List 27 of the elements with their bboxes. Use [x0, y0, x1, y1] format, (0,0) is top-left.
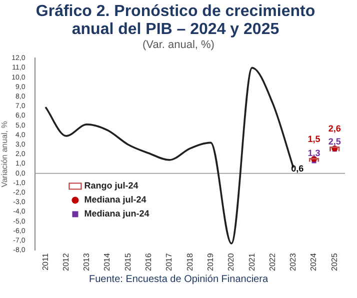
x-tick-label: 2025 — [330, 252, 339, 271]
x-tick-label: 2020 — [226, 252, 236, 271]
legend-label: Rango jul-24 — [84, 180, 138, 191]
x-tick-label: 2023 — [288, 252, 298, 271]
x-tick-label: 2013 — [82, 252, 92, 271]
x-tick-label: 2011 — [40, 252, 50, 270]
x-tick-label: 2014 — [102, 252, 112, 271]
data-label: 1,5 — [308, 134, 320, 144]
x-tick-label: 2017 — [164, 252, 174, 271]
x-tick-label: 2016 — [144, 252, 154, 271]
x-tick-label: 2024 — [309, 252, 318, 271]
x-tick-label: 2015 — [123, 252, 132, 271]
chart-subtitle: (Var. anual, %) — [142, 39, 216, 52]
legend-label: Mediana jun-24 — [84, 208, 150, 219]
x-tick-label: 2012 — [61, 252, 70, 271]
legend-label: Mediana jul-24 — [84, 194, 146, 205]
x-tick-label: 2022 — [268, 252, 277, 271]
data-label: 2,6 — [328, 123, 341, 134]
x-tick-label: 2019 — [206, 252, 215, 271]
source-note: Fuente: Encuesta de Opinión Financiera — [88, 274, 269, 286]
data-label: 1,3 — [308, 148, 320, 158]
x-tick-label: 2018 — [185, 252, 194, 271]
y-axis-title: Variación anual, % — [0, 121, 10, 188]
chart-title: Gráfico 2. Pronóstico de crecimiento anual del PIB – 2024 y 2025 — [34, 3, 316, 39]
x-tick-label: 2021 — [247, 252, 256, 271]
data-label: 2,5 — [328, 136, 341, 146]
data-label: 0,6 — [291, 164, 304, 174]
